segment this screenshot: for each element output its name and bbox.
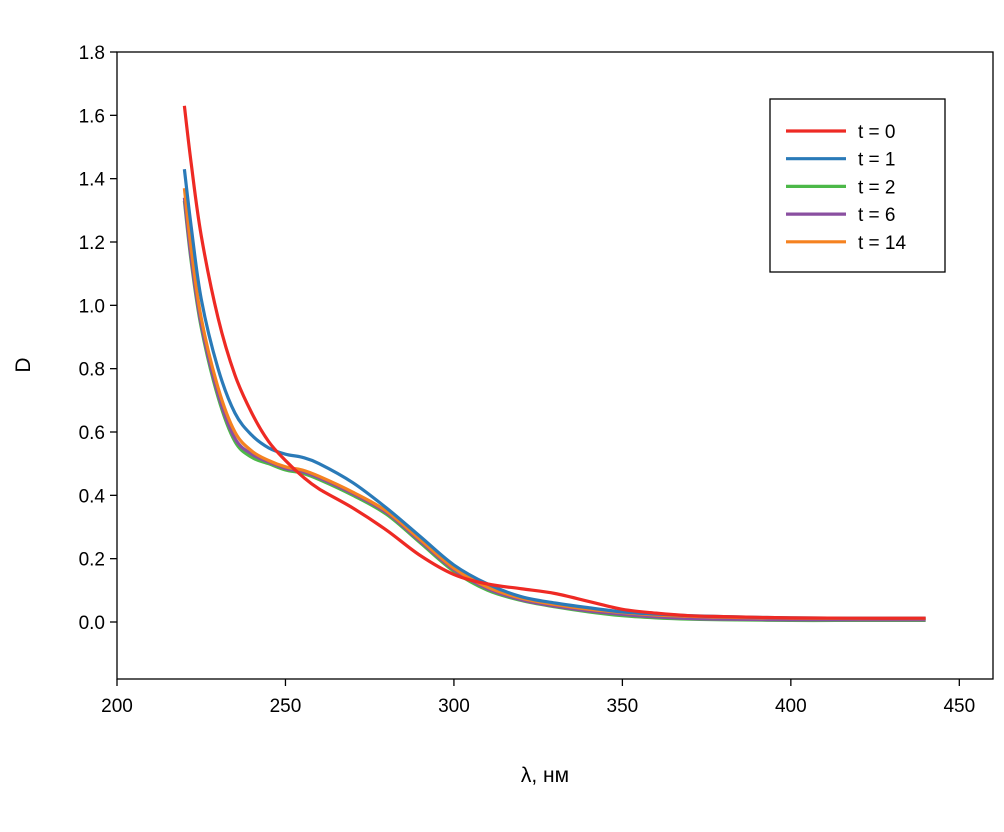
y-axis: 0.0 0.2 0.4 0.6 0.8 1.0 1.2 1.4 1.6 1.8 <box>79 43 117 634</box>
x-tick-label: 400 <box>775 696 807 717</box>
y-tick-label: 1.8 <box>79 43 105 64</box>
y-tick-label: 0.8 <box>79 360 105 381</box>
y-axis-label: D <box>12 357 35 372</box>
x-tick-label: 300 <box>438 696 470 717</box>
legend-label: t = 6 <box>858 205 896 226</box>
y-tick-label: 0.0 <box>79 613 105 634</box>
legend-item: t = 1 <box>786 150 896 171</box>
legend-label: t = 14 <box>858 233 906 254</box>
legend-item: t = 14 <box>786 233 906 254</box>
legend-label: t = 2 <box>858 177 896 198</box>
x-tick-label: 250 <box>270 696 302 717</box>
x-tick-label: 200 <box>101 696 133 717</box>
series-line-t0 <box>182 105 926 620</box>
y-tick-label: 1.2 <box>79 233 105 254</box>
series-layer <box>182 105 926 623</box>
legend-item: t = 0 <box>786 122 896 143</box>
x-axis: 200 250 300 350 400 450 <box>101 679 975 717</box>
x-tick-label: 450 <box>943 696 975 717</box>
legend-item: t = 2 <box>786 177 896 198</box>
y-tick-label: 1.4 <box>79 170 106 191</box>
y-tick-label: 1.0 <box>79 296 105 317</box>
legend-label: t = 0 <box>858 122 896 143</box>
legend-item: t = 6 <box>786 205 896 226</box>
y-tick-label: 0.6 <box>79 423 105 444</box>
y-tick-label: 0.2 <box>79 550 105 571</box>
x-tick-label: 350 <box>607 696 639 717</box>
plot-frame <box>116 51 994 680</box>
y-tick-label: 0.4 <box>79 486 106 507</box>
x-axis-label: λ, нм <box>521 764 569 787</box>
legend-label: t = 1 <box>858 150 896 171</box>
y-tick-label: 1.6 <box>79 106 105 127</box>
legend: t = 0 t = 1 t = 2 t = 6 t = 14 <box>769 98 946 273</box>
